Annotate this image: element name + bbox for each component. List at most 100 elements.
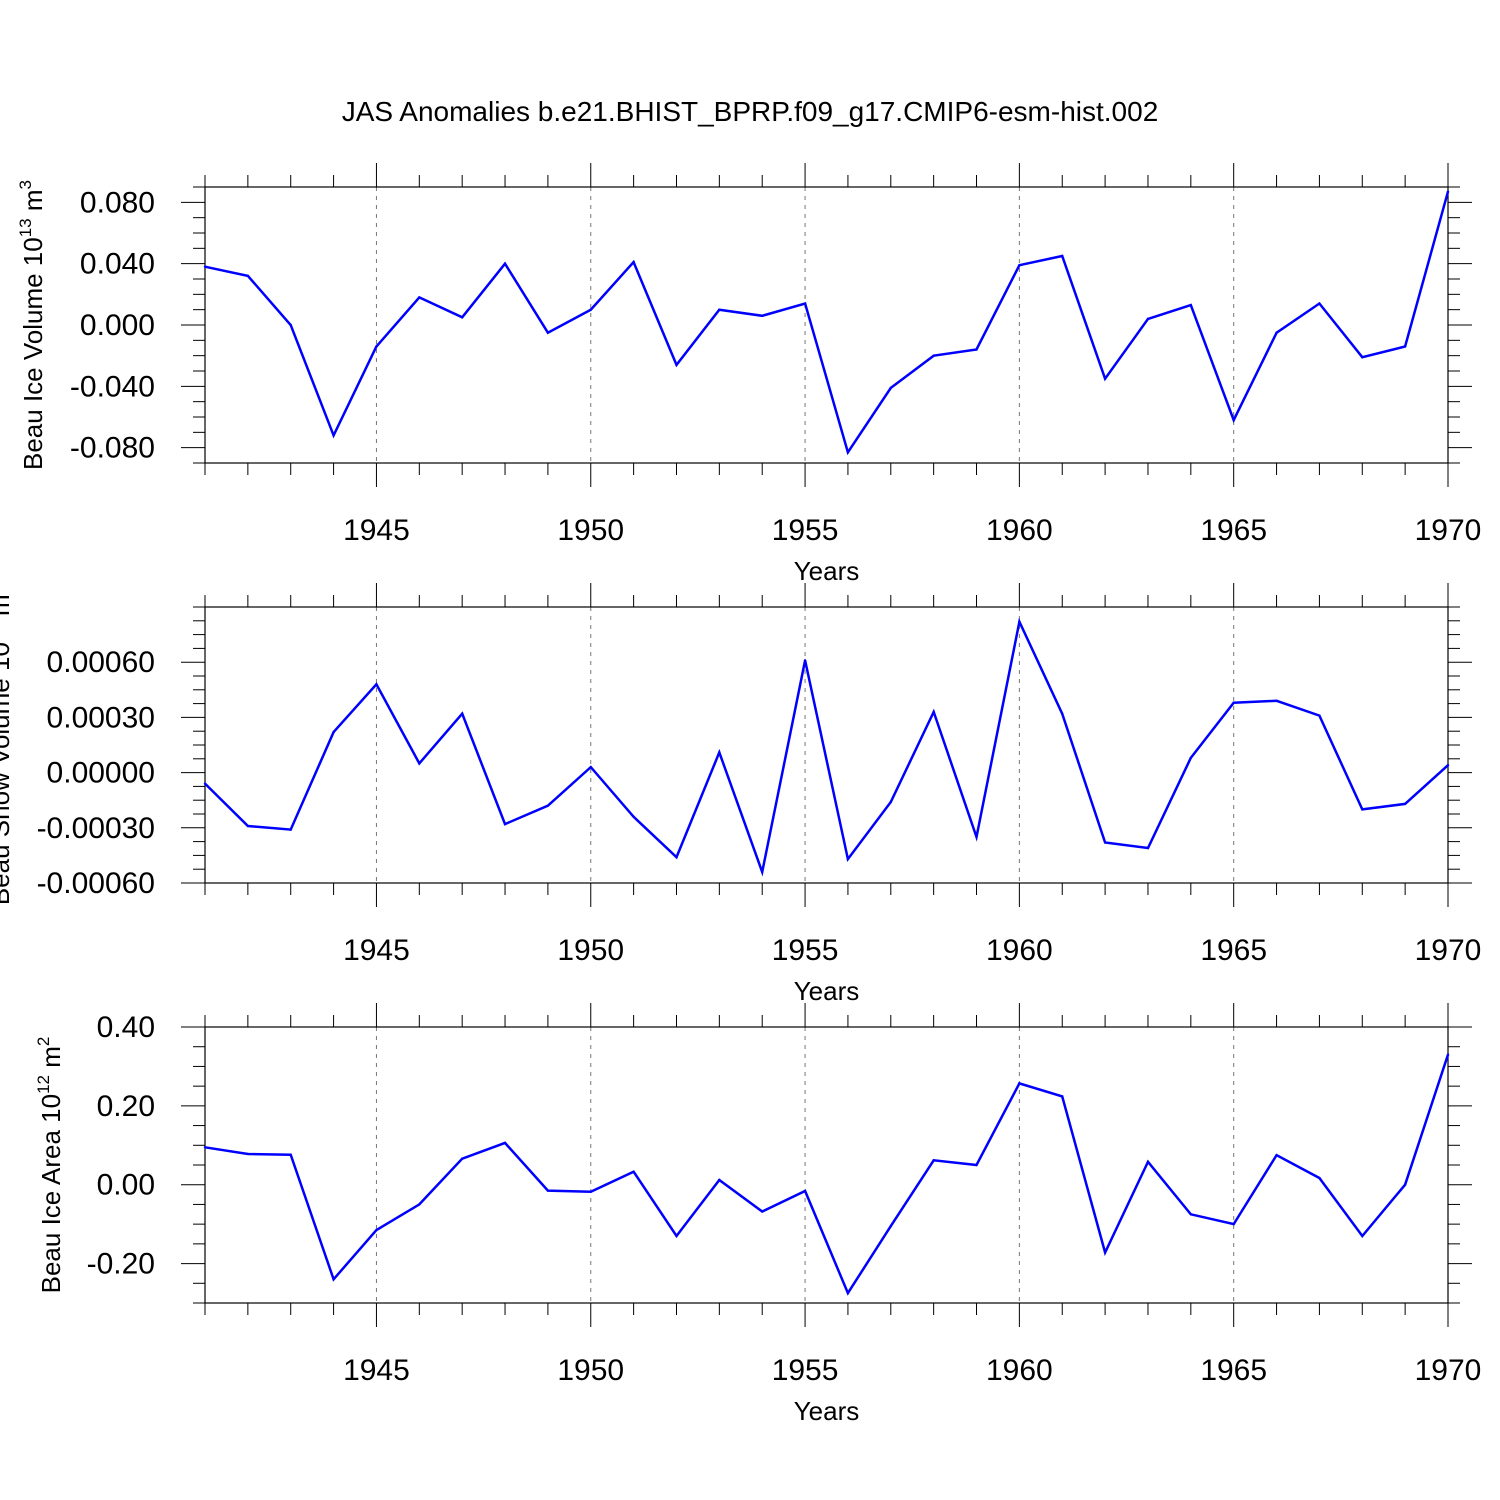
data-point: [1061, 254, 1064, 258]
series-line: [204, 191, 1450, 456]
y-tick-label: 0.00030: [47, 701, 155, 734]
data-point: [1446, 1053, 1450, 1056]
data-point: [1061, 712, 1064, 715]
data-point: [332, 730, 335, 734]
y-tick-label: -0.040: [70, 370, 155, 403]
data-point: [718, 1178, 721, 1182]
data-point: [1318, 714, 1321, 717]
x-tick-label: 1945: [343, 1354, 410, 1387]
data-point: [332, 434, 335, 437]
data-point: [546, 1189, 550, 1192]
data-point: [203, 782, 207, 785]
data-point: [1103, 841, 1107, 844]
y-axis-label: Beau Ice Area 1012 m2: [34, 1037, 66, 1294]
data-point: [375, 1228, 378, 1232]
data-point: [1018, 620, 1021, 623]
data-point: [1061, 1095, 1064, 1098]
data-point: [289, 1153, 292, 1156]
data-point: [632, 815, 635, 818]
data-point: [932, 710, 935, 714]
data-point: [975, 835, 978, 839]
data-point: [503, 262, 507, 265]
data-point: [1232, 1222, 1235, 1226]
x-tick-label: 1965: [1200, 934, 1267, 967]
y-tick-label: 0.000: [80, 309, 155, 342]
x-tick-label: 1965: [1200, 1354, 1267, 1387]
data-point: [503, 1141, 507, 1145]
data-point: [589, 308, 592, 311]
data-point: [803, 659, 807, 662]
data-point: [1446, 190, 1450, 193]
data-point: [589, 1190, 592, 1194]
data-point: [1403, 345, 1407, 348]
data-point: [460, 1157, 464, 1160]
data-point: [246, 1152, 250, 1156]
data-point: [1189, 303, 1193, 307]
data-point: [546, 804, 550, 807]
data-point: [632, 260, 635, 264]
data-point: [1446, 764, 1450, 767]
data-point: [375, 683, 378, 686]
data-point: [1318, 1176, 1321, 1180]
panel-snow-volume: -0.00060 -0.00030 0.00000 0.00030 0.00060 194…: [0, 583, 1481, 1006]
data-point: [761, 1210, 764, 1213]
data-point: [1018, 264, 1021, 267]
data-point: [1361, 808, 1364, 811]
x-tick-label: 1970: [1415, 1354, 1482, 1387]
data-point: [1103, 377, 1107, 380]
panel-ice-volume: -0.080 -0.040 0.000 0.040 0.080 1945 1950 1955 1…: [16, 163, 1481, 586]
data-point: [1189, 756, 1193, 760]
plot-frame: [204, 186, 1449, 464]
x-tick-label: 1955: [772, 934, 839, 967]
data-point: [418, 1203, 421, 1206]
data-point: [1318, 302, 1321, 305]
data-point: [460, 316, 464, 319]
x-tick-label: 1945: [343, 934, 410, 967]
data-point: [203, 1146, 207, 1149]
data-point: [203, 265, 207, 268]
data-point: [1232, 418, 1235, 422]
data-point: [632, 1170, 635, 1173]
y-tick-label: 0.040: [80, 248, 155, 281]
y-tick-label: -0.00060: [37, 867, 155, 900]
data-point: [846, 857, 850, 861]
y-tick-label: -0.20: [87, 1248, 155, 1281]
data-point: [932, 1159, 935, 1162]
x-tick-label: 1960: [986, 1354, 1053, 1387]
x-tick-label: 1965: [1200, 514, 1267, 547]
data-point: [418, 296, 421, 299]
x-tick-label: 1955: [772, 1354, 839, 1387]
y-tick-label: -0.080: [70, 432, 155, 465]
data-point: [1361, 1234, 1364, 1238]
y-axis-label: Beau Ice Volume 1013 m3: [16, 180, 48, 470]
data-point: [975, 1163, 978, 1167]
data-point: [1275, 1153, 1278, 1157]
data-point: [932, 354, 935, 357]
data-point: [975, 348, 978, 351]
y-tick-label: 0.00000: [47, 757, 155, 790]
series-line: [204, 1054, 1450, 1296]
y-tick-label: 0.080: [80, 186, 155, 219]
data-point: [418, 762, 421, 765]
data-point: [1232, 701, 1235, 704]
y-tick-label: 0.20: [97, 1090, 155, 1123]
data-point: [375, 345, 378, 348]
y-tick-label: 0.00: [97, 1169, 155, 1202]
plot-frame: [204, 606, 1449, 884]
data-point: [246, 824, 250, 828]
data-point: [803, 1189, 807, 1193]
data-point: [1146, 317, 1150, 321]
data-point: [718, 751, 721, 754]
data-point: [846, 451, 850, 454]
x-tick-label: 1970: [1415, 514, 1482, 547]
data-point: [1018, 1082, 1021, 1085]
data-point: [289, 323, 292, 327]
x-axis-label: Years: [794, 1396, 860, 1426]
series-line: [204, 617, 1449, 877]
data-point: [1146, 1160, 1150, 1164]
data-point: [1403, 1183, 1407, 1186]
data-point: [1275, 331, 1278, 334]
data-point: [1275, 699, 1278, 703]
data-point: [889, 800, 892, 804]
